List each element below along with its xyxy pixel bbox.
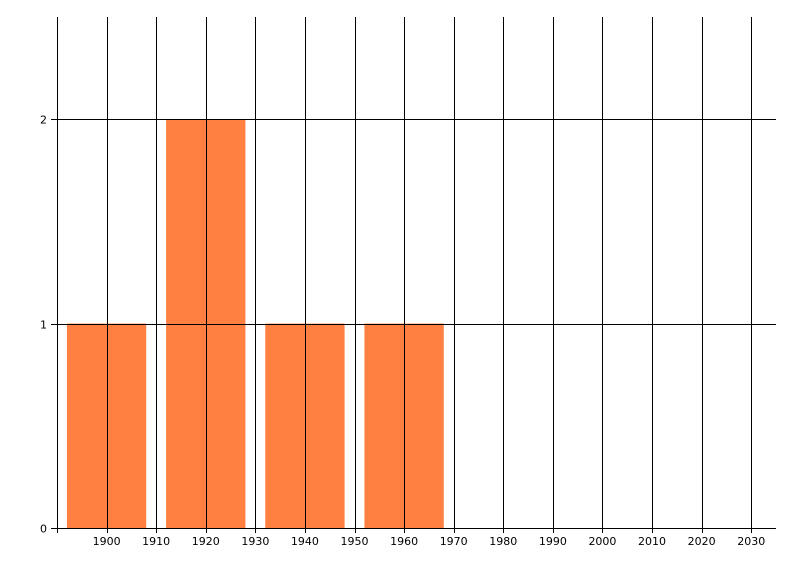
x-tick-label: 1950 <box>341 535 369 548</box>
y-tick-label: 0 <box>40 523 47 536</box>
x-tick-label: 1900 <box>93 535 121 548</box>
bar-1920 <box>166 119 246 528</box>
x-tick-label: 1910 <box>142 535 170 548</box>
x-tick-label: 1970 <box>440 535 468 548</box>
y-tick-label: 2 <box>40 114 47 127</box>
y-tick-label: 1 <box>40 319 47 332</box>
tick-labels: 0 1 2 1900 1910 1920 1930 1940 1950 1960 1970 1980 1… <box>40 114 765 549</box>
x-tick-label: 2030 <box>737 535 765 548</box>
axes <box>57 17 776 529</box>
bar-1940 <box>265 323 345 528</box>
x-tick-label: 1920 <box>192 535 220 548</box>
x-tick-label: 1960 <box>390 535 418 548</box>
x-tick-label: 1990 <box>539 535 567 548</box>
x-tick-label: 1940 <box>291 535 319 548</box>
x-tick-label: 1930 <box>241 535 269 548</box>
x-tick-label: 2010 <box>638 535 666 548</box>
bar-1900 <box>66 323 147 528</box>
x-tick-label: 1980 <box>489 535 517 548</box>
x-tick-label: 2020 <box>688 535 716 548</box>
x-tick-label: 2000 <box>588 535 616 548</box>
